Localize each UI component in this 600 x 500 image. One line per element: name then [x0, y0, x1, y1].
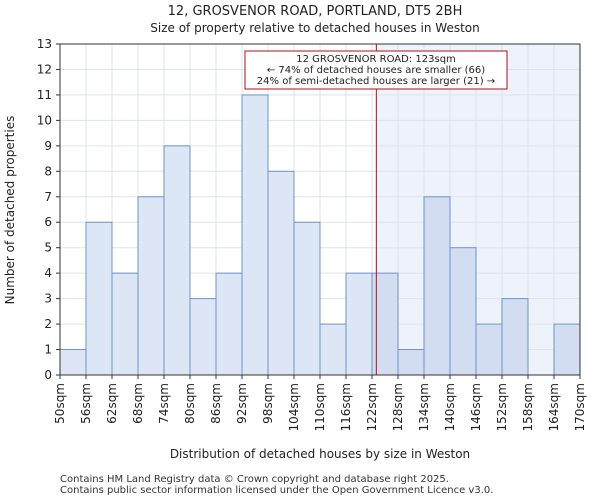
y-tick-label: 3: [44, 292, 52, 306]
bar: [475, 323, 503, 376]
y-tick-label: 6: [44, 215, 52, 229]
x-tick-label: 110sqm: [313, 383, 327, 431]
bar: [163, 145, 191, 376]
bar: [397, 349, 425, 376]
annotation-line-3: 24% of semi-detached houses are larger (…: [257, 76, 495, 87]
bar: [345, 272, 373, 376]
bar: [215, 272, 243, 376]
x-tick-label: 122sqm: [365, 383, 379, 431]
chart-subtitle: Size of property relative to detached ho…: [150, 21, 479, 35]
x-tick-label: 50sqm: [53, 383, 67, 424]
x-tick-label: 164sqm: [547, 383, 561, 431]
y-tick-label: 11: [37, 88, 52, 102]
x-tick-label: 92sqm: [235, 383, 249, 424]
y-tick-label: 9: [44, 139, 52, 153]
y-axis-label: Number of detached properties: [3, 116, 17, 305]
footer-line-1: Contains HM Land Registry data © Crown c…: [60, 474, 449, 485]
bar: [137, 196, 165, 376]
x-tick-label: 80sqm: [183, 383, 197, 424]
annotation-box: [244, 50, 508, 90]
x-tick-label: 62sqm: [105, 383, 119, 424]
x-tick-label: 68sqm: [131, 383, 145, 424]
bar: [423, 196, 451, 376]
bar: [267, 170, 295, 376]
bar: [449, 247, 477, 376]
x-tick-label: 128sqm: [391, 383, 405, 431]
larger-region-shade: [376, 44, 580, 375]
bar: [111, 272, 139, 376]
y-tick-label: 0: [44, 368, 52, 382]
y-tick-label: 5: [44, 241, 52, 255]
x-tick-label: 56sqm: [79, 383, 93, 424]
bar: [241, 94, 269, 376]
chart-title: 12, GROSVENOR ROAD, PORTLAND, DT5 2BH: [168, 4, 463, 19]
y-tick-label: 2: [44, 317, 52, 331]
x-tick-label: 104sqm: [287, 383, 301, 431]
bar: [189, 298, 217, 376]
x-tick-label: 146sqm: [469, 383, 483, 431]
y-tick-label: 13: [37, 37, 52, 51]
x-tick-label: 116sqm: [339, 383, 353, 431]
bar: [319, 323, 347, 376]
x-tick-label: 98sqm: [261, 383, 275, 424]
bar: [85, 221, 113, 376]
y-tick-label: 4: [44, 266, 52, 280]
x-tick-label: 170sqm: [573, 383, 587, 431]
annotation-line-1: 12 GROSVENOR ROAD: 123sqm: [296, 54, 456, 65]
bar: [59, 349, 87, 376]
footer-line-2: Contains public sector information licen…: [60, 485, 494, 496]
x-tick-label: 158sqm: [521, 383, 535, 431]
y-tick-label: 1: [44, 343, 52, 357]
annotation-line-2: ← 74% of detached houses are smaller (66…: [267, 65, 485, 76]
y-tick-label: 7: [44, 190, 52, 204]
bar: [553, 323, 581, 376]
x-tick-label: 74sqm: [157, 383, 171, 424]
bar: [293, 221, 321, 376]
x-axis-label: Distribution of detached houses by size …: [170, 447, 470, 461]
y-tick-label: 8: [44, 164, 52, 178]
x-tick-label: 86sqm: [209, 383, 223, 424]
bar: [501, 298, 529, 376]
y-tick-label: 10: [37, 113, 52, 127]
y-tick-label: 12: [37, 62, 52, 76]
x-tick-label: 134sqm: [417, 383, 431, 431]
x-tick-label: 140sqm: [443, 383, 457, 431]
x-tick-label: 152sqm: [495, 383, 509, 431]
